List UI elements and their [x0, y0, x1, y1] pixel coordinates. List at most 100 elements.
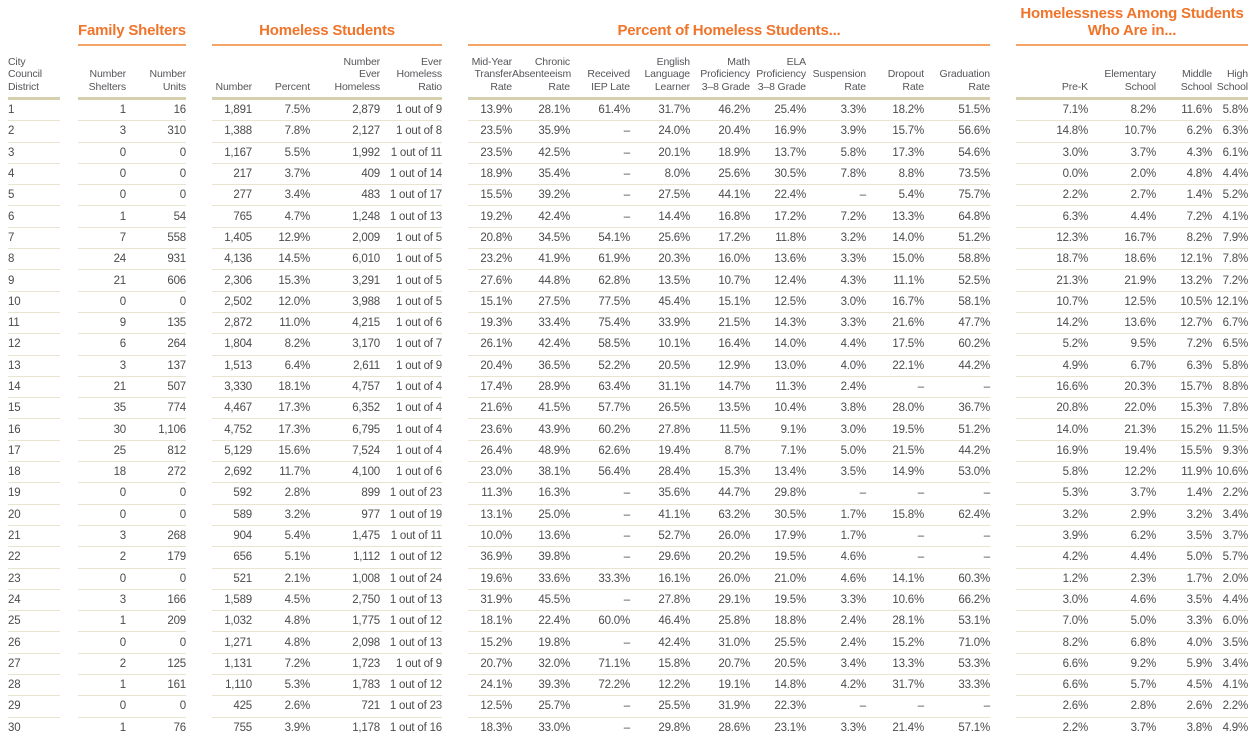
- cell-district: 17: [8, 441, 60, 463]
- cell-percent: 4.7%: [252, 206, 310, 228]
- cell-suspension-rate: 4.6%: [806, 569, 866, 590]
- column-group-gap: [186, 569, 212, 590]
- column-group-gap: [186, 441, 212, 462]
- cell-received-iep-late: –: [570, 590, 630, 612]
- column-group-gap: [442, 292, 468, 313]
- cell-english-language-learner: 46.4%: [630, 611, 690, 633]
- cell-number-ever-homeless: 1,112: [310, 547, 380, 569]
- cell-district: 6: [8, 206, 60, 228]
- cell-suspension-rate: 1.7%: [806, 526, 866, 548]
- cell-math-proficiency-3-8-grade: 16.0%: [690, 249, 750, 271]
- cell-number-units: 16: [126, 100, 186, 122]
- cell-middle-school: 1.7%: [1156, 569, 1212, 590]
- cell-district: 14: [8, 377, 60, 399]
- cell-number-shelters: 7: [78, 228, 126, 250]
- column-group-gap: [990, 164, 1016, 185]
- cell-number-units: 0: [126, 696, 186, 718]
- column-header-suspension-rate: Suspension Rate: [806, 68, 866, 100]
- cell-middle-school: 4.8%: [1156, 164, 1212, 186]
- cell-graduation-rate: 62.4%: [924, 505, 990, 526]
- column-group-gap: [186, 398, 212, 419]
- cell-graduation-rate: –: [924, 377, 990, 399]
- cell-mid-year-transfer-rate: 36.9%: [468, 547, 512, 569]
- cell-ela-proficiency-3-8-grade: 12.5%: [750, 292, 806, 313]
- cell-ever-homeless-ratio: 1 out of 23: [380, 696, 442, 718]
- cell-pre-k: 4.2%: [1016, 547, 1088, 569]
- cell-number-ever-homeless: 6,795: [310, 419, 380, 441]
- table-row-district-28: 28 1 161 1,110 5.3% 1,783 1 out of 12 24.1% 39.3…: [8, 675, 1253, 697]
- column-header-number-ever-homeless: Number Ever Homeless: [310, 56, 380, 100]
- cell-district: 27: [8, 654, 60, 676]
- cell-english-language-learner: 42.4%: [630, 632, 690, 654]
- column-group-gap: [60, 100, 78, 121]
- cell-number-units: 0: [126, 185, 186, 207]
- cell-number-units: 272: [126, 462, 186, 484]
- cell-district: 2: [8, 121, 60, 143]
- column-group-gap: [442, 206, 468, 227]
- cell-suspension-rate: 1.7%: [806, 505, 866, 526]
- group-title-percent-of-homeless-students: Percent of Homeless Students...: [468, 22, 990, 46]
- cell-number-ever-homeless: 899: [310, 483, 380, 505]
- cell-graduation-rate: 53.3%: [924, 654, 990, 676]
- cell-ela-proficiency-3-8-grade: 21.0%: [750, 569, 806, 590]
- cell-number-ever-homeless: 3,170: [310, 334, 380, 356]
- column-group-gap: [990, 249, 1016, 270]
- cell-mid-year-transfer-rate: 24.1%: [468, 675, 512, 697]
- cell-number-ever-homeless: 1,723: [310, 654, 380, 676]
- cell-pre-k: 16.6%: [1016, 377, 1088, 399]
- column-group-gap: [186, 249, 212, 270]
- cell-number-units: 0: [126, 483, 186, 505]
- cell-english-language-learner: 45.4%: [630, 292, 690, 313]
- cell-number-units: 209: [126, 611, 186, 633]
- cell-dropout-rate: 22.1%: [866, 356, 924, 377]
- column-group-gap: [990, 206, 1016, 227]
- cell-graduation-rate: 71.0%: [924, 632, 990, 654]
- cell-number-units: 268: [126, 526, 186, 548]
- cell-pre-k: 5.3%: [1016, 483, 1088, 505]
- cell-number-ever-homeless: 1,783: [310, 675, 380, 697]
- cell-district: 26: [8, 632, 60, 654]
- cell-english-language-learner: 25.5%: [630, 696, 690, 718]
- cell-graduation-rate: –: [924, 526, 990, 548]
- cell-district: 16: [8, 419, 60, 441]
- cell-district: 29: [8, 696, 60, 718]
- cell-high-school: 10.6%: [1212, 462, 1248, 484]
- cell-graduation-rate: 52.5%: [924, 270, 990, 292]
- cell-number-shelters: 2: [78, 654, 126, 676]
- cell-middle-school: 4.0%: [1156, 632, 1212, 654]
- column-group-gap: [186, 270, 212, 291]
- column-group-gap: [186, 46, 212, 100]
- cell-suspension-rate: 3.3%: [806, 590, 866, 612]
- cell-dropout-rate: 19.5%: [866, 419, 924, 441]
- cell-ela-proficiency-3-8-grade: 12.4%: [750, 270, 806, 292]
- cell-high-school: 7.8%: [1212, 398, 1248, 420]
- cell-elementary-school: 8.2%: [1088, 100, 1156, 122]
- column-group-gap: [60, 292, 78, 313]
- cell-pre-k: 7.1%: [1016, 100, 1088, 122]
- cell-mid-year-transfer-rate: 19.2%: [468, 206, 512, 228]
- cell-english-language-learner: 10.1%: [630, 334, 690, 356]
- cell-received-iep-late: 61.4%: [570, 100, 630, 122]
- cell-number: 904: [212, 526, 252, 548]
- cell-math-proficiency-3-8-grade: 26.0%: [690, 526, 750, 548]
- cell-number-units: 54: [126, 206, 186, 228]
- cell-math-proficiency-3-8-grade: 21.5%: [690, 313, 750, 335]
- cell-dropout-rate: –: [866, 377, 924, 399]
- cell-graduation-rate: 51.2%: [924, 228, 990, 250]
- cell-received-iep-late: –: [570, 505, 630, 526]
- cell-high-school: 2.2%: [1212, 483, 1248, 505]
- cell-chronic-absenteeism-rate: 43.9%: [512, 419, 570, 441]
- cell-percent: 12.0%: [252, 292, 310, 313]
- column-group-gap: [60, 569, 78, 590]
- cell-suspension-rate: 3.0%: [806, 292, 866, 313]
- cell-elementary-school: 3.7%: [1088, 143, 1156, 164]
- cell-received-iep-late: 62.6%: [570, 441, 630, 463]
- cell-number: 755: [212, 718, 252, 738]
- cell-number-ever-homeless: 3,291: [310, 270, 380, 292]
- cell-mid-year-transfer-rate: 18.9%: [468, 164, 512, 186]
- cell-ela-proficiency-3-8-grade: 7.1%: [750, 441, 806, 463]
- column-group-gap: [60, 505, 78, 526]
- table-row-district-3: 3 0 0 1,167 5.5% 1,992 1 out of 11 23.5% 42.5% –2…: [8, 143, 1253, 164]
- cell-english-language-learner: 31.1%: [630, 377, 690, 399]
